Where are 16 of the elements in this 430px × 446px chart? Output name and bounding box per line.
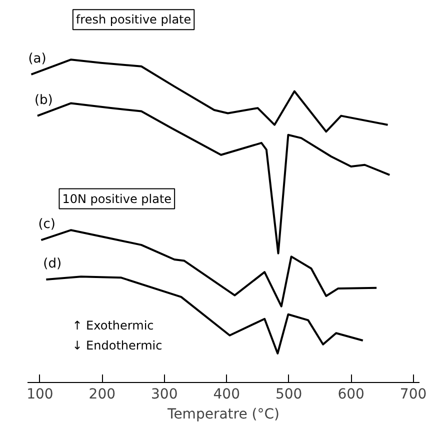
x-axis-title: Temperatre (°C) bbox=[166, 406, 280, 422]
x-tick-label: 500 bbox=[275, 386, 302, 402]
x-tick-label: 600 bbox=[338, 386, 364, 402]
x-tick-label: 100 bbox=[26, 386, 54, 402]
series-label: (c) bbox=[38, 217, 56, 232]
x-tick-label: 700 bbox=[400, 386, 427, 402]
x-tick-label: 400 bbox=[213, 386, 240, 402]
series-label: (d) bbox=[43, 256, 62, 272]
annotation: ↑ Exothermic bbox=[72, 318, 154, 332]
series-label: (a) bbox=[28, 51, 46, 66]
text: fresh positive plate bbox=[76, 12, 192, 27]
annotation: 10N positive plate bbox=[62, 192, 172, 206]
series-label: (b) bbox=[34, 92, 53, 108]
x-tick-label: 300 bbox=[151, 386, 178, 402]
annotation: ↓ Endothermic bbox=[72, 338, 162, 353]
x-tick-label: 200 bbox=[88, 386, 116, 402]
